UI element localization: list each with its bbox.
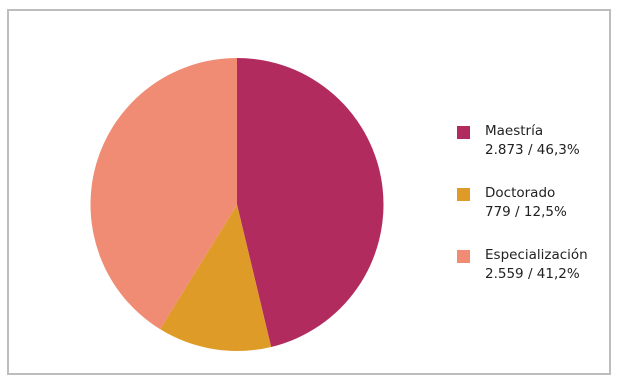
legend-item-maestria: Maestría 2.873 / 46,3% (457, 122, 607, 163)
legend-value-doctorado: 779 / 12,5% (485, 204, 567, 220)
legend-item-especializacion: Especialización 2.559 / 41,2% (457, 246, 607, 287)
legend-label-doctorado: Doctorado (485, 185, 556, 201)
legend-swatch-maestria (457, 126, 470, 139)
legend-label-especializacion: Especialización (485, 247, 588, 263)
pie-slices (90, 58, 384, 351)
legend-swatch-especializacion (457, 250, 470, 263)
legend-item-doctorado: Doctorado 779 / 12,5% (457, 184, 607, 225)
legend-swatch-doctorado (457, 188, 470, 201)
pie-slice-especializacion (90, 58, 238, 330)
legend-label-maestria: Maestría (485, 123, 544, 139)
legend-value-especializacion: 2.559 / 41,2% (485, 266, 580, 282)
pie-slice-doctorado (160, 204, 272, 351)
pie-slice-maestria (237, 58, 384, 347)
legend: Maestría 2.873 / 46,3% Doctorado 779 / 1… (457, 122, 607, 308)
legend-value-maestria: 2.873 / 46,3% (485, 142, 580, 158)
